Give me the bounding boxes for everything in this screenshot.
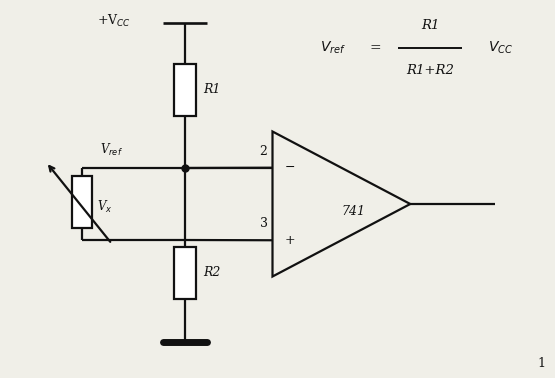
Text: 741: 741 bbox=[341, 206, 365, 218]
Text: V$_{ref}$: V$_{ref}$ bbox=[100, 142, 123, 158]
Text: 3: 3 bbox=[260, 217, 268, 230]
Text: $V_{CC}$: $V_{CC}$ bbox=[488, 40, 513, 56]
Text: −: − bbox=[285, 161, 295, 174]
Text: +: + bbox=[285, 234, 295, 247]
Text: =: = bbox=[369, 41, 381, 55]
Text: 2: 2 bbox=[260, 145, 268, 158]
Text: R1: R1 bbox=[203, 84, 220, 96]
Bar bbox=[72, 176, 92, 228]
Text: R1: R1 bbox=[421, 20, 439, 33]
Text: V$_x$: V$_x$ bbox=[97, 199, 113, 215]
Bar bbox=[174, 64, 196, 116]
Text: R1+R2: R1+R2 bbox=[406, 64, 454, 76]
Text: 1: 1 bbox=[537, 357, 545, 370]
Text: +V$_{CC}$: +V$_{CC}$ bbox=[97, 13, 131, 29]
Text: R2: R2 bbox=[203, 266, 220, 279]
Text: $V_{ref}$: $V_{ref}$ bbox=[320, 40, 346, 56]
Bar bbox=[174, 247, 196, 299]
